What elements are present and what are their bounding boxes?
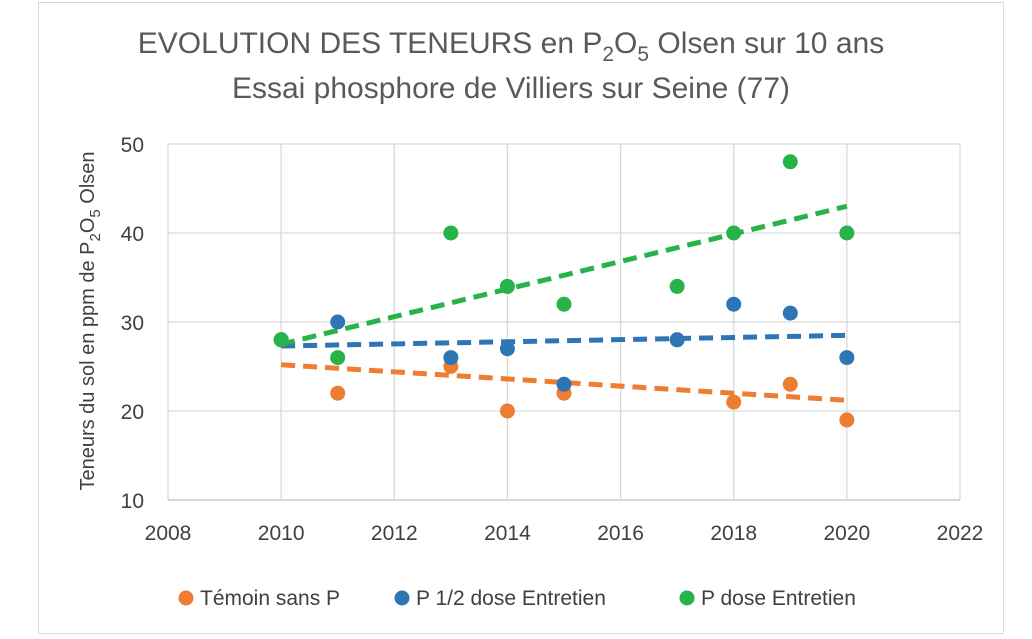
data-point	[726, 296, 742, 312]
y-tick-label: 30	[121, 312, 144, 335]
data-point	[330, 314, 346, 330]
x-tick-label: 2012	[371, 522, 418, 545]
trendlines	[280, 203, 848, 403]
data-point	[782, 376, 798, 392]
legend-label: Témoin sans P	[200, 587, 340, 610]
data-point	[726, 394, 742, 410]
data-point	[726, 225, 742, 241]
legend-marker	[394, 590, 410, 606]
x-tick-label: 2022	[937, 522, 984, 545]
data-point	[556, 296, 572, 312]
data-point	[443, 350, 459, 366]
gridlines	[167, 143, 961, 501]
x-tick-label: 2010	[258, 522, 305, 545]
data-point	[669, 278, 685, 294]
tick-labels: 10 20 30 40 50 2008 2010 2012 2014 2016 2018 2020 20…	[121, 134, 984, 545]
x-tick-label: 2014	[484, 522, 531, 545]
data-point	[782, 305, 798, 321]
trendline	[280, 362, 848, 403]
data-point	[330, 385, 346, 401]
data-point	[499, 341, 515, 357]
trendline	[280, 203, 848, 347]
data-point	[556, 376, 572, 392]
legend: Témoin sans P P 1/2 dose Entretien P dose …	[178, 587, 856, 610]
data-point	[499, 403, 515, 419]
trendline	[281, 332, 847, 349]
data-point	[782, 154, 798, 170]
data-point	[499, 278, 515, 294]
x-tick-label: 2008	[145, 522, 192, 545]
x-tick-label: 2018	[710, 522, 757, 545]
chart-title-line-2: Essai phosphore de Villiers sur Seine (7…	[232, 72, 790, 105]
x-tick-label: 2020	[823, 522, 870, 545]
data-point	[839, 412, 855, 428]
legend-label: P 1/2 dose Entretien	[416, 587, 606, 610]
x-tick-label: 2016	[597, 522, 644, 545]
chart-title-line-1: EVOLUTION DES TENEURS en P2O5 Olsen sur …	[138, 27, 884, 66]
y-tick-label: 10	[121, 490, 144, 513]
chart-frame	[38, 2, 1004, 634]
legend-label: P dose Entretien	[701, 587, 856, 610]
y-axis-label: Teneurs du sol en ppm de P2O5 Olsen	[77, 151, 104, 490]
data-point	[443, 225, 459, 241]
legend-marker	[679, 590, 695, 606]
data-points	[273, 154, 855, 428]
data-point	[273, 332, 289, 348]
legend-marker	[178, 590, 194, 606]
y-tick-label: 20	[121, 401, 144, 424]
data-point	[839, 225, 855, 241]
data-point	[330, 350, 346, 366]
data-point	[669, 332, 685, 348]
y-tick-label: 40	[121, 223, 144, 246]
data-point	[839, 350, 855, 366]
y-tick-label: 50	[121, 134, 144, 157]
